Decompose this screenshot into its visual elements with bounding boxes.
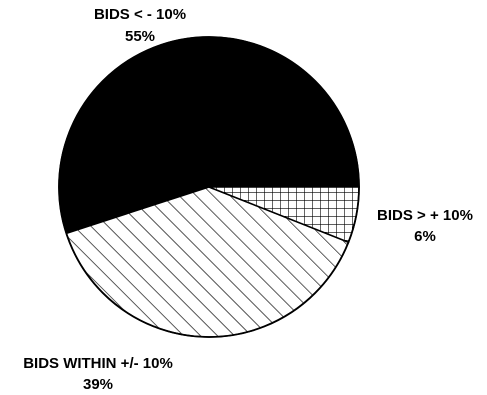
slice-label-bids-under: BIDS < - 10% (94, 6, 186, 23)
slice-percent-bids-under: 55% (125, 28, 155, 45)
slice-label-bids-within: BIDS WITHIN +/- 10% (23, 355, 173, 372)
slice-percent-bids-over: 6% (414, 228, 436, 245)
pie-slices (58, 36, 360, 338)
slice-percent-bids-within: 39% (83, 376, 113, 393)
slice-label-bids-over: BIDS > + 10% (377, 207, 473, 224)
pie-outline (58, 36, 360, 338)
